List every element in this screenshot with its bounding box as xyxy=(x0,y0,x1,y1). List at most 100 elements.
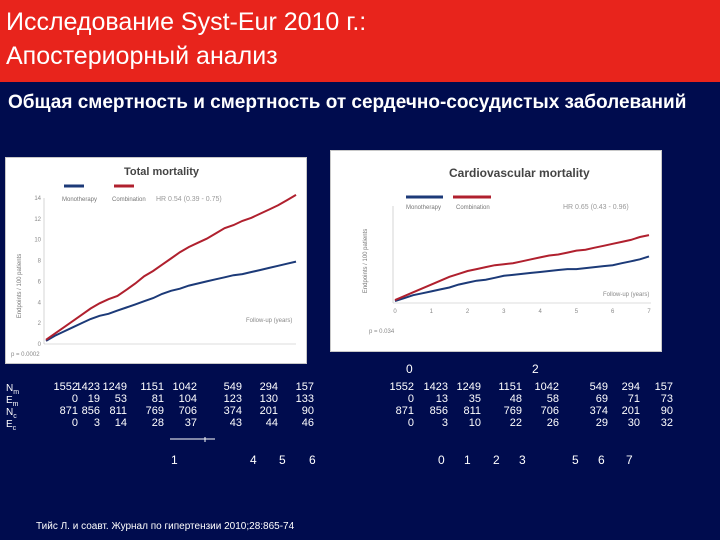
table-cell: 157 xyxy=(654,381,673,393)
table-cell: 706 xyxy=(178,405,197,417)
axis-number: 5 xyxy=(279,453,286,467)
table-cell: 1552 xyxy=(53,381,78,393)
chart-title: Cardiovascular mortality xyxy=(449,166,590,180)
table-cell: 44 xyxy=(265,417,278,429)
x-tick-label: 4 xyxy=(538,309,542,315)
table-cell: 26 xyxy=(546,417,559,429)
table-cell: 3 xyxy=(441,417,448,429)
y-tick-label: 0 xyxy=(38,342,42,348)
table-cell: 1423 xyxy=(423,381,448,393)
table-cell: 123 xyxy=(223,393,242,405)
axis-number: 3 xyxy=(519,453,526,467)
table-cell: 69 xyxy=(595,393,608,405)
table-cell: 90 xyxy=(660,405,673,417)
combination-line xyxy=(45,194,297,341)
x-tick-label: 6 xyxy=(611,309,615,315)
title-bar: Исследование Syst-Eur 2010 г.: Апостерио… xyxy=(0,0,720,82)
table-cell: 35 xyxy=(468,393,481,405)
total-mortality-chart: Total mortality Endpoints / 100 patients… xyxy=(11,166,297,358)
legend-label-combination: Combination xyxy=(456,205,490,211)
table-cell: 856 xyxy=(429,405,448,417)
y-tick-label: 14 xyxy=(34,196,41,202)
table-cell: 10 xyxy=(468,417,481,429)
table-cell: 201 xyxy=(621,405,640,417)
y-tick-label: 6 xyxy=(38,279,42,285)
p-value-label: p = 0.0002 xyxy=(11,352,40,358)
table-cell: 81 xyxy=(151,393,164,405)
table-cell: 0 xyxy=(407,393,414,405)
table-cell: 201 xyxy=(259,405,278,417)
y-tick-label: 12 xyxy=(34,217,41,223)
table-cell: 549 xyxy=(589,381,608,393)
slide-subtitle: Общая смертность и смертность от сердечн… xyxy=(8,92,687,113)
axis-number: 0 xyxy=(406,362,413,376)
table-cell: 14 xyxy=(114,417,127,429)
x-tick-label: 2 xyxy=(466,309,470,315)
table-cell: 28 xyxy=(151,417,164,429)
table-cell: 294 xyxy=(621,381,640,393)
y-tick-label: 2 xyxy=(38,321,42,327)
table-cell: 1151 xyxy=(498,381,522,393)
table-cell: 71 xyxy=(627,393,640,405)
table-cell: 811 xyxy=(109,405,127,417)
row-label-em: Em xyxy=(6,395,19,408)
cardiovascular-mortality-figure: Cardiovascular mortality Endpoints / 100… xyxy=(330,150,662,352)
axis-number: 1 xyxy=(464,453,471,467)
table-cell: 871 xyxy=(59,405,78,417)
table-cell: 811 xyxy=(463,405,481,417)
slide-title-line2: Апостериорный анализ xyxy=(6,42,278,70)
table-cell: 1249 xyxy=(456,381,481,393)
table-cell: 769 xyxy=(145,405,164,417)
p-value-label: p = 0.034 xyxy=(369,329,395,335)
x-tick-label: 3 xyxy=(502,309,506,315)
slide-title-line1: Исследование Syst-Eur 2010 г.: xyxy=(6,8,367,36)
axis-number: 6 xyxy=(598,453,605,467)
table-cell: 30 xyxy=(627,417,640,429)
table-cell: 53 xyxy=(114,393,127,405)
y-tick-labels: 0 2 4 6 8 10 12 14 xyxy=(34,196,41,348)
table-cell: 3 xyxy=(93,417,100,429)
y-tick-label: 8 xyxy=(38,259,42,265)
cardiovascular-mortality-chart: Cardiovascular mortality Endpoints / 100… xyxy=(363,166,651,335)
legend-label-monotherapy: Monotherapy xyxy=(62,197,97,203)
table-cell: 157 xyxy=(295,381,314,393)
table-cell: 48 xyxy=(509,393,522,405)
table-cell: 130 xyxy=(259,393,278,405)
table-cell: 549 xyxy=(223,381,242,393)
legend-label-combination: Combination xyxy=(112,197,146,203)
x-axis-label: Follow-up (years) xyxy=(603,292,649,298)
table-cell: 13 xyxy=(435,393,448,405)
table-cell: 133 xyxy=(295,393,314,405)
y-tick-label: 10 xyxy=(34,238,41,244)
axis-number: 2 xyxy=(493,453,500,467)
row-label-nc: Nc xyxy=(6,407,17,420)
table-cell: 0 xyxy=(407,417,414,429)
table-cell: 90 xyxy=(301,405,314,417)
x-tick-label: 1 xyxy=(430,309,434,315)
row-label-nm: Nm xyxy=(6,383,20,396)
total-mortality-figure: Total mortality Endpoints / 100 patients… xyxy=(5,157,307,364)
table-cell: 46 xyxy=(301,417,314,429)
hazard-ratio-label: HR 0.65 (0.43 - 0.96) xyxy=(563,204,629,211)
table-cell: 1552 xyxy=(389,381,414,393)
monotherapy-line xyxy=(394,255,650,303)
axis-number: 5 xyxy=(572,453,579,467)
table-cell: 0 xyxy=(71,417,78,429)
legend-label-monotherapy: Monotherapy xyxy=(406,205,441,211)
x-tick-labels: 0 1 2 3 4 5 6 7 xyxy=(393,309,651,315)
axis-number: 1 xyxy=(171,453,178,467)
x-tick-label: 5 xyxy=(575,309,579,315)
monotherapy-line xyxy=(45,260,297,342)
y-axis-label: Endpoints / 100 patients xyxy=(363,229,369,293)
y-axis-label: Endpoints / 100 patients xyxy=(17,254,23,318)
table-cell: 29 xyxy=(595,417,608,429)
tick-marks xyxy=(170,437,215,442)
hazard-ratio-label: HR 0.54 (0.39 - 0.75) xyxy=(156,196,222,203)
row-label-ec: Ec xyxy=(6,419,17,432)
table-cell: 871 xyxy=(395,405,414,417)
citation: Тийс Л. и соавт. Журнал по гипертензии 2… xyxy=(36,521,295,532)
table-cell: 0 xyxy=(71,393,78,405)
chart-title: Total mortality xyxy=(124,166,200,178)
table-cell: 22 xyxy=(509,417,522,429)
table-cell: 1423 xyxy=(75,381,100,393)
